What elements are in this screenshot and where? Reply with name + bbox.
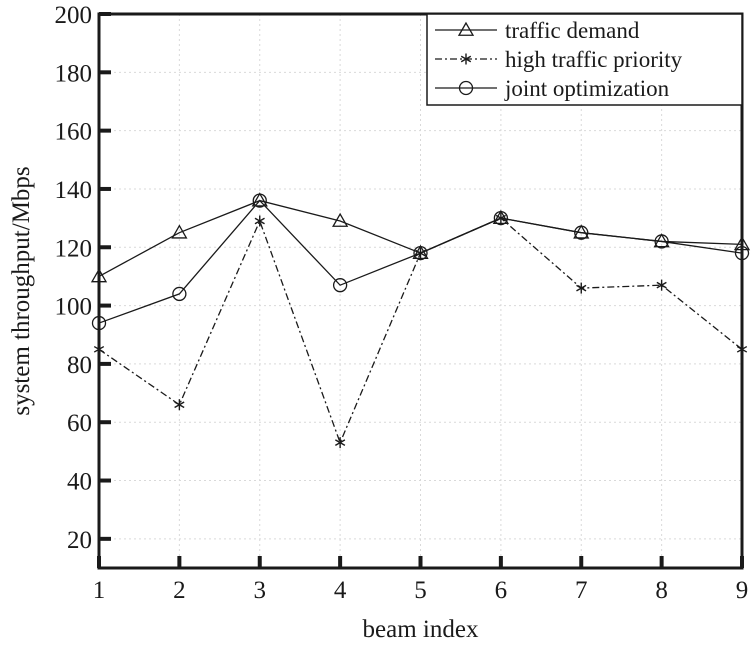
data-point: [576, 282, 587, 294]
y-tick-label: 180: [55, 60, 93, 87]
data-point: [654, 234, 669, 249]
y-tick-label: 100: [55, 294, 93, 321]
series-layer: [90, 192, 751, 449]
asterisk-stroke: [460, 55, 472, 63]
legend: traffic demand high traffic priority joint…: [426, 13, 743, 106]
asterisk-stroke: [656, 281, 667, 289]
y-tick-label: 20: [67, 527, 92, 554]
legend-marker: [458, 80, 474, 96]
data-point: [332, 278, 348, 293]
y-tick-label: 60: [67, 410, 92, 437]
x-tick-label: 6: [495, 577, 508, 604]
legend-items: traffic demand high traffic priority joint…: [435, 18, 683, 101]
y-tick-label: 200: [55, 2, 93, 29]
y-tick-label: 40: [67, 469, 92, 496]
legend-marker: [457, 21, 475, 36]
data-point: [493, 210, 509, 226]
x-tick-label: 5: [414, 577, 427, 604]
grid: [99, 14, 742, 568]
asterisk-stroke: [576, 284, 587, 292]
x-tick-labels: 1 2 3 4 5 6 7 8 9: [93, 577, 749, 604]
data-point: [172, 286, 187, 302]
data-point: [174, 399, 185, 411]
y-tick-labels: 20 40 60 80 100 120 140 160 180 200: [55, 2, 93, 554]
x-tick-label: 8: [655, 577, 668, 604]
series-line: [98, 199, 743, 324]
x-tick-label: 9: [736, 577, 749, 604]
x-tick-label: 7: [575, 577, 588, 604]
x-tick-label: 1: [93, 577, 106, 604]
legend-item: high traffic priority: [435, 47, 683, 72]
data-point: [252, 193, 267, 208]
y-tick-label: 120: [55, 235, 93, 262]
data-point: [171, 224, 188, 239]
y-tick-label: 160: [55, 119, 93, 146]
x-tick-label: 4: [334, 577, 347, 604]
x-tick-label: 2: [173, 577, 186, 604]
asterisk-stroke: [254, 217, 265, 225]
tick-marks: [97, 12, 744, 568]
y-axis-label: system throughput/Mbps: [8, 166, 35, 415]
data-point: [254, 215, 265, 227]
asterisk-stroke: [174, 401, 185, 409]
data-point: [251, 192, 268, 207]
legend-label: joint optimization: [504, 76, 670, 101]
legend-box: [426, 13, 743, 106]
legend-marker: [460, 53, 472, 65]
legend-item: joint optimization: [435, 76, 670, 101]
legend-item: traffic demand: [435, 18, 640, 43]
x-tick-label: 3: [254, 577, 267, 604]
y-tick-label: 80: [67, 352, 92, 379]
data-point: [413, 245, 428, 261]
legend-label: high traffic priority: [505, 47, 683, 72]
data-point: [574, 225, 589, 240]
data-point: [332, 212, 349, 227]
legend-label: traffic demand: [505, 18, 640, 43]
data-point: [656, 279, 667, 291]
asterisk-stroke: [334, 439, 346, 446]
series-traffic-demand: [90, 192, 751, 283]
x-axis-label: beam index: [363, 616, 479, 643]
data-point: [334, 437, 346, 449]
y-tick-label: 140: [55, 177, 93, 204]
